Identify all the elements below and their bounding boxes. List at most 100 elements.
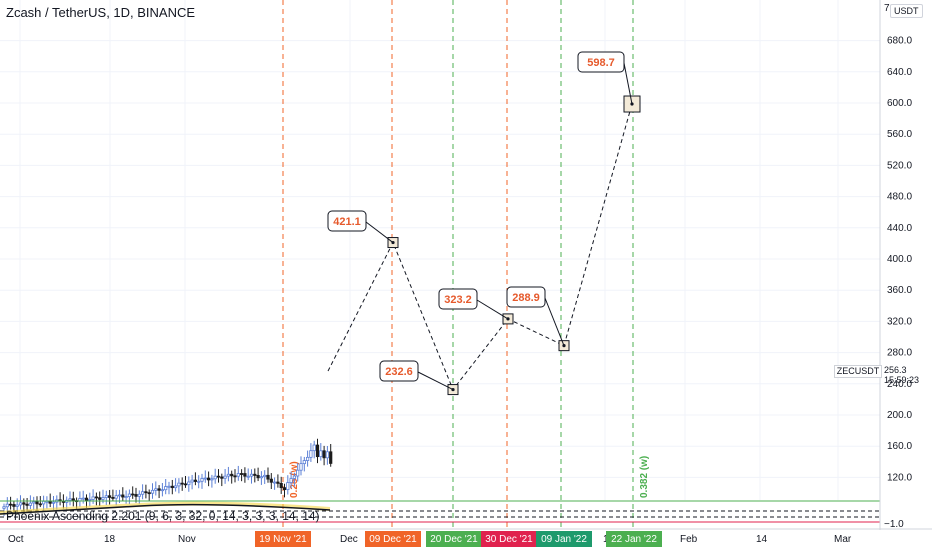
candle-body — [315, 444, 320, 458]
callout-value: 598.7 — [587, 57, 615, 69]
time-tick-label: Dec — [340, 534, 358, 545]
candle-body — [28, 502, 33, 506]
candle-body — [25, 503, 29, 506]
time-marker-label: 30 Dec '21 — [485, 534, 533, 545]
projection-path — [327, 95, 641, 396]
candle-body — [88, 498, 92, 501]
candle-body — [71, 498, 75, 502]
candle-body — [150, 489, 155, 494]
callout-value: 232.6 — [385, 366, 413, 378]
price-tick-label: 320.0 — [887, 316, 912, 327]
price-axis[interactable]: 680.0 640.0 600.0 560.0 520.0 480.0 440.0 400.0… — [879, 0, 912, 530]
candle-body — [259, 476, 264, 479]
callout-value: 288.9 — [512, 292, 540, 304]
callout-box — [506, 286, 546, 308]
candle-body — [134, 494, 138, 497]
candle-body — [286, 482, 290, 491]
candle-body — [131, 493, 135, 496]
time-tick-label: Mar — [834, 534, 852, 545]
candle-body — [263, 474, 267, 478]
candle-body — [256, 475, 260, 479]
currency-badge[interactable]: USDT — [890, 4, 923, 18]
callout-box — [577, 51, 625, 73]
symbol-price-label: ZECUSDT — [834, 365, 882, 378]
price-tick-label: 400.0 — [887, 254, 912, 265]
candle-body — [282, 487, 287, 491]
candle-body — [312, 444, 316, 452]
candle-body — [197, 480, 201, 483]
candle-body — [253, 473, 257, 476]
candle-body — [38, 503, 42, 506]
candle-body — [154, 488, 158, 491]
candle-body — [223, 475, 227, 479]
candle-body — [233, 475, 237, 478]
candle-body — [2, 506, 6, 509]
candle-body — [180, 482, 184, 485]
candle-body — [269, 478, 273, 483]
projection-line — [327, 103, 633, 391]
indicator-legend[interactable]: Phoenix Ascending 2.201 (9, 6, 3, 32, 0,… — [6, 509, 320, 523]
price-tick-label: 160.0 — [887, 441, 912, 452]
time-tick-label: 18 — [104, 534, 116, 545]
candle-body — [104, 495, 108, 498]
price-tick-label: 520.0 — [887, 160, 912, 171]
candle-body — [94, 496, 98, 499]
indicator-black-wave — [0, 503, 331, 515]
candle-body — [91, 496, 95, 500]
price-tick-label: 640.0 — [887, 67, 912, 78]
candle-body — [68, 498, 72, 501]
candle-body — [246, 475, 250, 478]
candle-body — [84, 497, 89, 501]
candle-body — [220, 476, 224, 479]
candle-body — [160, 489, 164, 492]
candle-body — [177, 482, 181, 487]
candle-body — [12, 504, 16, 507]
candle-body — [325, 451, 330, 459]
candle-body — [15, 504, 19, 507]
candle-body — [5, 503, 9, 508]
fib-label-right: 0.382 (w) — [639, 456, 650, 498]
price-tick-label: 480.0 — [887, 192, 912, 203]
candle-body — [170, 485, 174, 489]
candle-body — [22, 502, 26, 505]
candle-body — [236, 473, 240, 477]
candle-body — [32, 501, 36, 504]
candle-body — [249, 473, 254, 477]
candle-body — [144, 491, 148, 494]
candle-body — [272, 481, 277, 484]
candle-body — [140, 491, 145, 495]
candle-body — [121, 494, 125, 498]
candle-body — [279, 482, 283, 489]
candle-body — [8, 503, 13, 506]
candle-body — [266, 474, 270, 480]
callout-value: 323.2 — [444, 294, 472, 306]
candle-body — [117, 494, 122, 497]
price-tick-label: 680.0 — [887, 36, 912, 47]
candle-body — [309, 450, 313, 458]
time-marker-label: 20 Dec '21 — [430, 534, 478, 545]
candle-body — [124, 496, 128, 498]
candle-body — [18, 502, 23, 506]
time-tick-label: 14 — [756, 534, 768, 545]
candle-body — [243, 473, 247, 477]
candle-body — [210, 478, 214, 481]
indicator-yellow-wave — [0, 501, 331, 515]
candle-body — [164, 486, 168, 491]
callout-leader — [365, 221, 394, 243]
chart-title: Zcash / TetherUS, 1D, BINANCE — [6, 5, 196, 20]
candle-body — [193, 479, 197, 482]
time-tick-label: Feb — [680, 534, 698, 545]
callout-box — [438, 288, 478, 310]
time-marker — [365, 531, 421, 547]
candle-body — [81, 497, 85, 500]
callout-leader — [623, 62, 633, 105]
time-tick-label: Oct — [8, 534, 24, 545]
price-tick-label: 600.0 — [887, 98, 912, 109]
price-tick-label: 240.0 — [887, 379, 912, 390]
candle-body — [187, 481, 191, 486]
candle-body — [203, 477, 207, 480]
candle-body — [101, 497, 105, 500]
price-tick-label: 280.0 — [887, 348, 912, 359]
